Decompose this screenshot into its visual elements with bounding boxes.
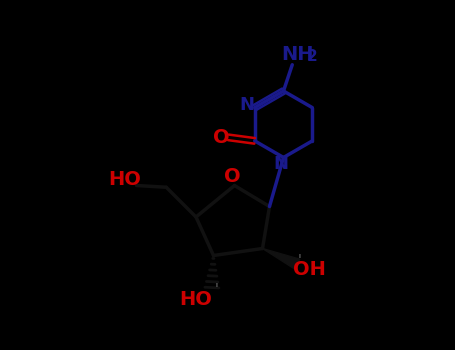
Text: O: O xyxy=(224,167,241,186)
Text: HO: HO xyxy=(108,170,141,189)
Text: NH: NH xyxy=(281,45,314,64)
Text: ': ' xyxy=(215,282,219,296)
Polygon shape xyxy=(263,248,300,270)
Text: HO: HO xyxy=(180,290,212,309)
Text: OH: OH xyxy=(293,260,326,279)
Text: ': ' xyxy=(297,253,301,267)
Text: O: O xyxy=(213,128,230,147)
Text: 2: 2 xyxy=(307,49,318,64)
Text: N: N xyxy=(273,155,288,173)
Text: N: N xyxy=(239,96,254,114)
